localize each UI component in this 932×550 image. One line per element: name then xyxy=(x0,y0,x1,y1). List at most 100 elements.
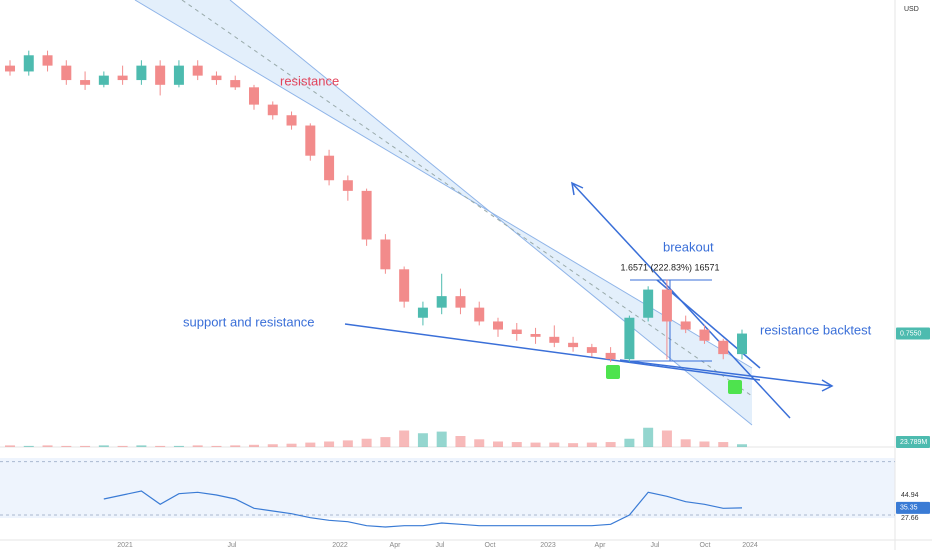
volume-bar xyxy=(98,445,109,447)
arrow-head xyxy=(571,181,584,196)
candle-body xyxy=(624,317,635,360)
volume-bar xyxy=(342,440,353,447)
volume-bar xyxy=(511,442,522,447)
candle-body xyxy=(436,296,447,308)
volume-bar xyxy=(211,445,222,447)
volume-bar xyxy=(23,445,34,447)
candle-body xyxy=(549,336,560,343)
volume-bar xyxy=(436,431,447,447)
volume-bar xyxy=(661,430,672,447)
candle-body xyxy=(568,342,579,348)
channel-mid xyxy=(181,0,753,397)
volume-bar xyxy=(155,445,166,447)
x-tick-label: Apr xyxy=(390,542,402,549)
candle-body xyxy=(455,296,466,308)
annotation: resistance backtest xyxy=(760,322,872,337)
rsi-tag: 35.35 xyxy=(900,505,918,512)
x-tick-label: Apr xyxy=(595,542,607,549)
candle-body xyxy=(737,333,747,355)
x-tick-label: Jul xyxy=(228,542,237,549)
signal-marker xyxy=(606,365,620,379)
candle-body xyxy=(249,87,259,105)
x-tick-label: 2022 xyxy=(332,542,348,549)
x-tick-label: 2024 xyxy=(742,542,758,549)
candle-body xyxy=(699,329,710,341)
x-tick-label: Oct xyxy=(485,542,496,549)
volume-bar xyxy=(267,444,278,447)
candle-body xyxy=(474,307,485,322)
volume-bar xyxy=(305,442,316,447)
volume-tag-bg xyxy=(896,436,930,448)
candle-body xyxy=(342,180,353,191)
candle-body xyxy=(324,155,335,181)
arrow-right xyxy=(619,359,833,387)
volume-bar xyxy=(417,433,428,447)
candle-body xyxy=(530,334,541,337)
volume-bar xyxy=(230,445,241,447)
volume-bar xyxy=(586,442,597,447)
candle-body xyxy=(305,125,316,156)
volume-bar xyxy=(324,441,335,447)
volume-bar xyxy=(605,442,616,447)
x-tick-label: 2023 xyxy=(540,542,556,549)
candle-body xyxy=(718,340,729,355)
volume-bar xyxy=(286,443,297,447)
candle-body xyxy=(267,104,278,116)
candle-body xyxy=(417,307,428,318)
candle-body xyxy=(211,75,222,81)
candle-body xyxy=(643,289,654,318)
volume-bar xyxy=(624,438,635,447)
arrow-head xyxy=(821,379,834,392)
rsi-band xyxy=(0,458,895,518)
annotation: resistance xyxy=(280,73,339,88)
volume-bar xyxy=(568,443,579,447)
volume-bar xyxy=(80,445,91,447)
candle-body xyxy=(661,289,672,322)
candle-body xyxy=(61,65,72,81)
volume-bar xyxy=(737,444,747,447)
candle-body xyxy=(98,75,109,85)
candles xyxy=(5,50,747,362)
volume-bar xyxy=(117,445,128,447)
volume-bar xyxy=(380,437,391,447)
candle-body xyxy=(511,329,522,335)
x-tick-label: Jul xyxy=(436,542,445,549)
volume-bar xyxy=(61,445,72,447)
x-tick-label: 2021 xyxy=(117,542,133,549)
candle-body xyxy=(80,80,91,85)
candle-body xyxy=(136,65,147,81)
volume-bar xyxy=(474,439,485,447)
candle-body xyxy=(173,65,184,85)
volume-bar xyxy=(173,445,184,447)
volume-bar xyxy=(718,442,729,447)
candle-body xyxy=(493,321,503,330)
volume-bar xyxy=(549,442,560,447)
support-line xyxy=(344,323,761,381)
volume-bar xyxy=(399,430,410,447)
channel-lower xyxy=(229,0,753,426)
candle-body xyxy=(42,55,53,66)
volume-bar xyxy=(530,442,541,447)
x-tick-label: Jul xyxy=(651,542,660,549)
candle-body xyxy=(192,65,203,76)
measure-label: 1.6571 (222.83%) 16571 xyxy=(620,262,719,272)
candle-body xyxy=(399,269,410,302)
x-tick-label: Oct xyxy=(700,542,711,549)
signal-marker xyxy=(728,380,742,394)
candle-body xyxy=(23,55,34,72)
volume-tag: 23.789M xyxy=(900,439,927,446)
candle-body xyxy=(380,239,391,270)
candle-body xyxy=(5,65,15,72)
candle-body xyxy=(155,65,166,85)
candle-body xyxy=(586,347,597,353)
volume-bar xyxy=(42,445,53,447)
volume-bar xyxy=(699,441,710,447)
price-tag-bg xyxy=(896,327,930,340)
volume-bar xyxy=(192,445,203,447)
volume-bar xyxy=(643,427,654,447)
annotation: breakout xyxy=(663,239,714,254)
candle-body xyxy=(361,190,372,240)
candle-body xyxy=(605,352,616,360)
candle-body xyxy=(680,321,691,330)
candle-body xyxy=(117,75,128,81)
